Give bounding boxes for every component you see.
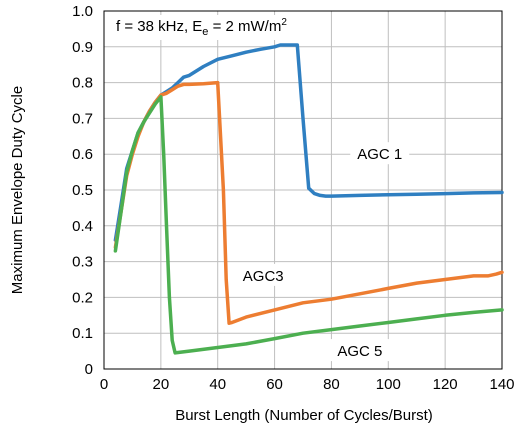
condition-prefix: f = 38 kHz, E <box>116 18 202 35</box>
condition-subscript: e <box>202 26 208 38</box>
y-tick-label: 1.0 <box>72 3 93 20</box>
series-line-agc1 <box>113 43 504 242</box>
y-tick-labels: 0 0.1 0.2 0.3 0.4 0.5 0.6 0.7 0.8 0.9 1.0 <box>72 3 93 378</box>
y-tick-label: 0.3 <box>72 254 93 271</box>
x-tick-label: 40 <box>209 376 226 393</box>
condition-box-background <box>111 15 293 40</box>
condition-superscript: 2 <box>281 17 287 28</box>
series-line-agc5 <box>113 95 504 355</box>
y-axis-label: Maximum Envelope Duty Cycle <box>9 86 26 294</box>
series-labels: AGC 1 AGC3 AGC 5 <box>238 142 410 362</box>
y-tick-label: 0.4 <box>72 218 93 235</box>
condition-box: f = 38 kHz, Ee = 2 mW/m2 <box>111 15 293 40</box>
plot-frame <box>103 10 503 370</box>
y-tick-label: 0.9 <box>72 39 93 56</box>
y-tick-label: 0.5 <box>72 182 93 199</box>
series-label: AGC 5 <box>337 343 382 360</box>
y-tick-label: 0.6 <box>72 146 93 163</box>
x-tick-label: 60 <box>266 376 283 393</box>
series-label-background <box>330 339 390 362</box>
x-tick-labels: 0 20 40 60 80 100 120 140 <box>100 376 515 393</box>
series-label: AGC 1 <box>357 146 402 163</box>
x-tick-label: 140 <box>489 376 514 393</box>
y-tick-label: 0 <box>85 361 93 378</box>
x-tick-label: 80 <box>323 376 340 393</box>
series-label: AGC3 <box>243 268 284 285</box>
y-tick-label: 0.7 <box>72 110 93 127</box>
x-tick-label: 20 <box>153 376 170 393</box>
condition-middle: = 2 mW/m <box>208 18 281 35</box>
series-label-background <box>238 263 289 286</box>
series-label-background <box>350 142 410 165</box>
x-tick-label: 0 <box>100 376 108 393</box>
y-tick-label: 0.1 <box>72 325 93 342</box>
condition-text: f = 38 kHz, Ee = 2 mW/m2 <box>116 17 287 38</box>
y-tick-label: 0.2 <box>72 289 93 306</box>
x-tick-label: 120 <box>433 376 458 393</box>
y-tick-label: 0.8 <box>72 75 93 92</box>
x-axis-label: Burst Length (Number of Cycles/Burst) <box>175 407 433 424</box>
series-lines <box>113 43 504 355</box>
x-tick-label: 100 <box>376 376 401 393</box>
